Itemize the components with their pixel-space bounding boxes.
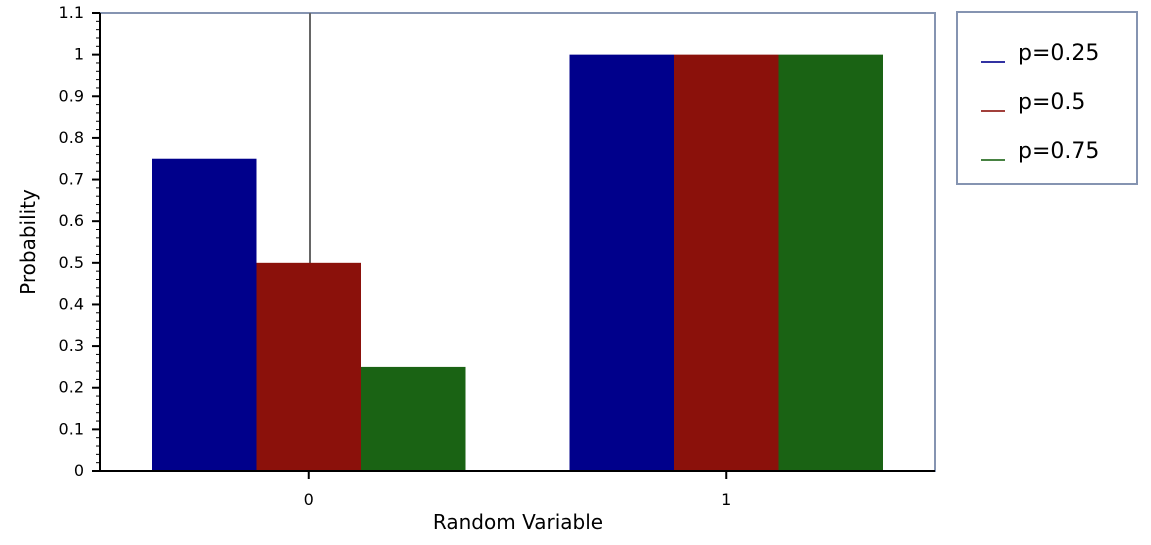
y-tick-label: 0.9	[59, 86, 84, 105]
y-tick-label: 0.2	[59, 378, 84, 397]
legend-label: p=0.75	[1018, 139, 1099, 164]
legend: p=0.25 p=0.5 p=0.75	[956, 11, 1138, 185]
y-tick-label: 0.1	[59, 419, 84, 438]
x-axis-title: Random Variable	[433, 510, 603, 534]
x-tick-label: 1	[721, 490, 731, 509]
bar-p=0.75-1	[778, 54, 883, 472]
legend-box	[956, 11, 1138, 185]
y-tick-label: 1	[74, 45, 84, 64]
bar-p=0.5-1	[674, 54, 779, 472]
y-tick-label: 0.3	[59, 336, 84, 355]
y-tick-label: 1.1	[59, 3, 84, 22]
bar-p=0.75-0	[361, 366, 466, 471]
bar-p=0.25-0	[152, 158, 257, 471]
y-tick-label: 0.6	[59, 211, 84, 230]
bars-group	[152, 54, 883, 472]
y-tick-label: 0.4	[59, 294, 84, 313]
legend-items: p=0.25 p=0.5 p=0.75	[981, 41, 1099, 164]
bar-p=0.5-0	[256, 262, 361, 471]
bar-p=0.25-1	[569, 54, 674, 472]
x-tick-label: 0	[304, 490, 314, 509]
y-axis-ticks: 0 0.1 0.2 0.3 0.4 0.5 0.6 0.7 0.8 0.9 1 1.1	[59, 3, 100, 480]
y-tick-label: 0.7	[59, 170, 84, 189]
y-tick-label: 0.8	[59, 128, 84, 147]
y-tick-label: 0	[74, 461, 84, 480]
y-tick-label: 0.5	[59, 253, 84, 272]
y-axis-title: Probability	[16, 189, 40, 295]
legend-label: p=0.25	[1018, 41, 1099, 66]
legend-label: p=0.5	[1018, 90, 1085, 115]
